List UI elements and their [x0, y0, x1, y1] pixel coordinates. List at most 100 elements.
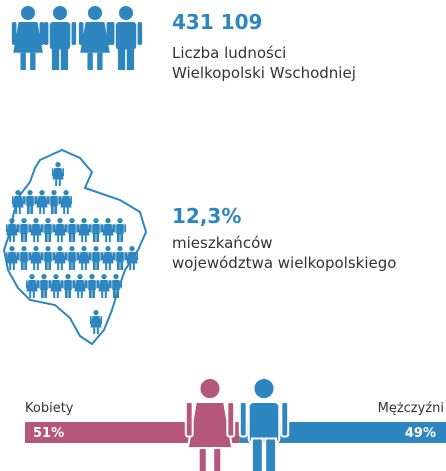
arm [101, 224, 104, 233]
leg [108, 235, 111, 242]
share-value: 12,3% [172, 204, 241, 228]
head [69, 246, 75, 252]
man-icon [238, 377, 290, 471]
leg [54, 205, 58, 214]
arm [5, 224, 8, 233]
arm [184, 401, 194, 438]
man-icon [113, 246, 127, 270]
leg [116, 233, 120, 242]
leg [48, 233, 52, 242]
head [113, 274, 119, 280]
body [52, 168, 64, 180]
head [81, 246, 87, 252]
head [52, 6, 68, 21]
body [30, 224, 42, 236]
head [105, 218, 111, 224]
arm [84, 280, 87, 289]
arm [29, 224, 32, 233]
body [50, 196, 58, 207]
arm [112, 252, 115, 261]
arm [5, 252, 8, 261]
body [78, 252, 90, 264]
leg [56, 291, 59, 298]
arm [89, 224, 92, 233]
leg [42, 207, 45, 214]
man-icon [17, 246, 31, 270]
arm [51, 168, 54, 177]
head [57, 218, 63, 224]
body [74, 280, 86, 292]
head [39, 190, 45, 196]
leg [126, 46, 135, 70]
woman-icon [29, 246, 43, 270]
man-icon [65, 246, 79, 270]
arm [226, 401, 236, 438]
woman-icon [125, 246, 139, 270]
head [93, 218, 99, 224]
man-icon [109, 274, 123, 298]
woman-icon [73, 274, 87, 298]
body [78, 224, 90, 236]
head [117, 218, 123, 224]
leg [33, 263, 36, 270]
body [54, 224, 66, 236]
leg [9, 263, 12, 270]
population-line: Wielkopolski Wschodniej [172, 64, 356, 82]
arm [52, 252, 55, 261]
man-icon [37, 274, 51, 298]
leg [29, 291, 32, 298]
leg [72, 261, 76, 270]
arm [136, 252, 139, 261]
arm [88, 252, 91, 261]
arm [112, 224, 115, 233]
leg [129, 263, 132, 270]
arm [53, 252, 56, 261]
body [126, 252, 138, 264]
head [101, 274, 107, 280]
arm [11, 22, 17, 46]
arm [58, 196, 61, 205]
men-bar [239, 422, 446, 443]
head [87, 6, 103, 21]
leg [39, 207, 42, 214]
woman-icon [29, 218, 43, 242]
woman-icon [184, 377, 236, 471]
head [117, 246, 123, 252]
arm [60, 280, 63, 289]
woman-icon [77, 218, 91, 242]
share-line: województwa wielkopolskiego [172, 254, 396, 272]
man-icon [41, 246, 55, 270]
man-icon [113, 218, 127, 242]
body [68, 252, 76, 263]
body [68, 224, 76, 235]
women-label: 51% [33, 426, 64, 441]
leg [77, 291, 80, 298]
leg [66, 207, 69, 214]
arm [113, 224, 116, 233]
body [44, 252, 52, 263]
arm [100, 316, 103, 325]
leg [96, 327, 99, 334]
head [9, 218, 15, 224]
leg [93, 327, 96, 334]
arm [125, 252, 128, 261]
leg [250, 437, 264, 471]
leg [57, 263, 60, 270]
head [69, 218, 75, 224]
man-icon [89, 218, 103, 242]
head [15, 190, 21, 196]
leg [20, 52, 26, 70]
leg [36, 235, 39, 242]
arm [41, 252, 44, 261]
head [198, 377, 222, 401]
arm [39, 22, 45, 46]
leg [81, 235, 84, 242]
woman-icon [35, 190, 49, 214]
man-icon [17, 218, 31, 242]
woman-icon [101, 246, 115, 270]
leg [92, 289, 96, 298]
gender-bar: 51% 49% [25, 422, 446, 443]
leg [68, 233, 72, 242]
woman-icon [78, 6, 112, 70]
body [6, 252, 18, 264]
